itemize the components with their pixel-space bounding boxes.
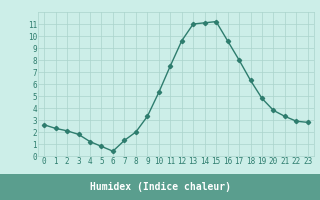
Text: Humidex (Indice chaleur): Humidex (Indice chaleur) xyxy=(90,182,230,192)
